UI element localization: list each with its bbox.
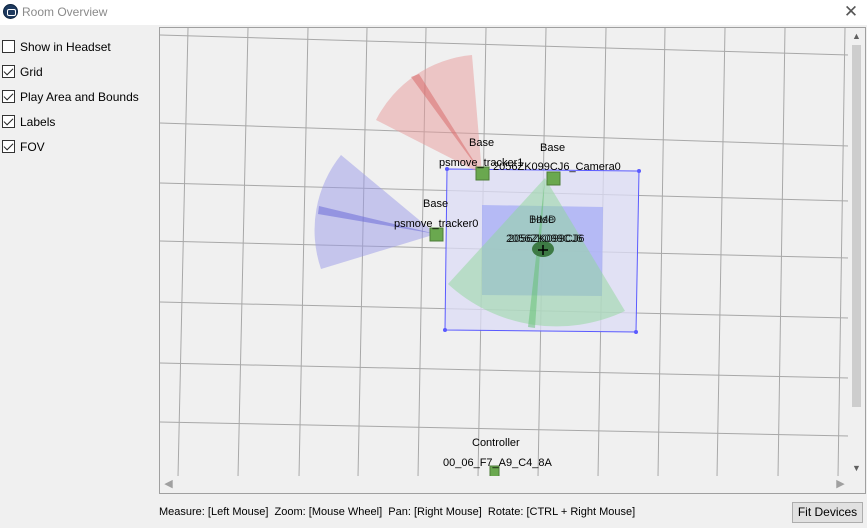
hmd-role-label-b: HMD bbox=[531, 214, 556, 226]
vertical-scrollbar[interactable]: ▲ ▼ bbox=[848, 28, 865, 477]
window-title: Room Overview bbox=[22, 5, 108, 19]
controller-marker[interactable] bbox=[489, 465, 500, 477]
hmd-origin-icon bbox=[538, 245, 548, 255]
scroll-down-arrow[interactable]: ▼ bbox=[852, 463, 861, 473]
grid-option[interactable]: Grid bbox=[0, 59, 158, 84]
play-area-label: Play Area and Bounds bbox=[20, 89, 139, 104]
scrollbar-corner bbox=[848, 476, 865, 493]
fov-option[interactable]: FOV bbox=[0, 134, 158, 159]
tracker1-marker[interactable] bbox=[475, 166, 490, 181]
scroll-left-arrow[interactable]: ◀ bbox=[164, 478, 173, 490]
show-in-headset-option[interactable]: Show in Headset bbox=[0, 34, 158, 59]
room-svg[interactable]: Base psmove_tracker1 Base 2056ZK099CJ6_C… bbox=[160, 28, 849, 477]
play-area-checkbox[interactable] bbox=[2, 90, 15, 103]
horizontal-scrollbar[interactable]: ◀ ▶ bbox=[160, 476, 849, 493]
hmd-name-label-a: 2056ZK099CJ6 bbox=[506, 233, 582, 245]
fov-ray-tracker0 bbox=[318, 206, 436, 234]
labels-option[interactable]: Labels bbox=[0, 109, 158, 134]
hmd-role-label-a: Base bbox=[529, 214, 554, 226]
fov-ray-tracker1 bbox=[411, 74, 482, 174]
scroll-up-arrow[interactable]: ▲ bbox=[852, 31, 861, 41]
camera0-role-label: Base bbox=[540, 142, 565, 154]
vertical-scroll-thumb[interactable] bbox=[852, 45, 861, 407]
fov-checkbox[interactable] bbox=[2, 140, 15, 153]
controls-help-text: Measure: [Left Mouse] Zoom: [Mouse Wheel… bbox=[159, 506, 636, 518]
options-panel: Show in Headset Grid Play Area and Bound… bbox=[0, 34, 158, 159]
fov-label: FOV bbox=[20, 139, 45, 154]
play-area-corners bbox=[443, 167, 641, 334]
tracker0-marker[interactable] bbox=[429, 227, 444, 242]
camera0-marker[interactable] bbox=[546, 171, 561, 186]
show-in-headset-label: Show in Headset bbox=[20, 39, 111, 54]
hmd-name-label-b: 2056ZK099CJ6 bbox=[508, 233, 584, 245]
labels-checkbox[interactable] bbox=[2, 115, 15, 128]
play-area-option[interactable]: Play Area and Bounds bbox=[0, 84, 158, 109]
room-viewport[interactable]: Base psmove_tracker1 Base 2056ZK099CJ6_C… bbox=[159, 27, 866, 494]
show-in-headset-checkbox[interactable] bbox=[2, 40, 15, 53]
controller-role-label: Controller bbox=[472, 437, 520, 449]
app-icon bbox=[3, 4, 18, 19]
tracker0-name-label: psmove_tracker0 bbox=[394, 218, 478, 230]
grid-label: Grid bbox=[20, 64, 43, 79]
controller-name-label: 00_06_F7_A9_C4_8A bbox=[443, 457, 553, 469]
close-button[interactable]: ✕ bbox=[843, 2, 859, 21]
tracker1-role-label: Base bbox=[469, 137, 494, 149]
fov-cone-tracker0 bbox=[314, 155, 436, 269]
camera0-name-label: 2056ZK099CJ6_Camera0 bbox=[493, 161, 621, 173]
grid-checkbox[interactable] bbox=[2, 65, 15, 78]
labels-label: Labels bbox=[20, 114, 56, 129]
fit-devices-button[interactable]: Fit Devices bbox=[792, 502, 863, 523]
title-bar: Room Overview ✕ bbox=[0, 0, 867, 25]
tracker0-role-label: Base bbox=[423, 198, 448, 210]
room-canvas[interactable]: Base psmove_tracker1 Base 2056ZK099CJ6_C… bbox=[160, 28, 849, 477]
tracker1-name-label: psmove_tracker1 bbox=[439, 157, 523, 169]
scroll-right-arrow[interactable]: ▶ bbox=[836, 478, 845, 490]
fov-cone-tracker1 bbox=[376, 55, 482, 174]
